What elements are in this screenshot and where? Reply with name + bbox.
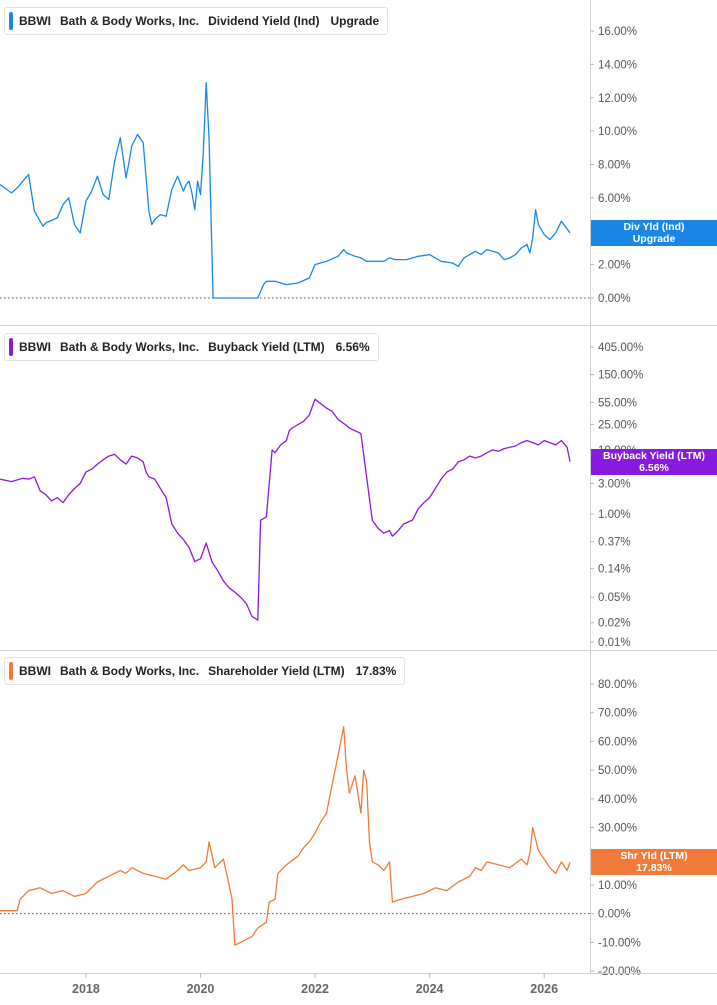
shareholder-yield-swatch: [9, 662, 13, 680]
x-tick-label: 2022: [301, 982, 329, 996]
y-tick-label: 0.05%: [598, 592, 631, 604]
x-tick-label: 2018: [72, 982, 100, 996]
legend-ticker: BBWI: [19, 664, 51, 678]
y-tick-label: 405.00%: [598, 342, 643, 354]
y-tick-label: 6.00%: [598, 193, 631, 205]
y-tick-label: 0.37%: [598, 537, 631, 549]
legend-value: 6.56%: [335, 340, 370, 354]
legend-company: Bath & Body Works, Inc.: [60, 14, 200, 28]
legend-value[interactable]: Upgrade: [330, 14, 380, 28]
x-tick-label: 2020: [187, 982, 215, 996]
y-tick-label: 3.00%: [598, 478, 631, 490]
y-tick-label: 2.00%: [598, 260, 631, 272]
series-line: [0, 398, 571, 621]
y-tick-label: 25.00%: [598, 419, 637, 431]
legend-metric: Shareholder Yield (LTM): [208, 664, 345, 678]
y-tick-label: 0.01%: [598, 637, 631, 649]
legend-value: 17.83%: [355, 664, 397, 678]
y-tick-label: 50.00%: [598, 765, 637, 777]
y-tick-label: 10.00%: [598, 126, 637, 138]
y-tick-label: 12.00%: [598, 93, 637, 105]
y-tick-label: 80.00%: [598, 679, 637, 691]
dividend-yield-value-tag: Div Yld (Ind) Upgrade: [591, 219, 717, 246]
y-tick-label: 30.00%: [598, 823, 637, 835]
dividend-yield-swatch: [9, 12, 13, 30]
legend-metric: Buyback Yield (LTM): [208, 340, 325, 354]
y-tick-label: 0.14%: [598, 564, 631, 576]
series-line: [0, 726, 571, 946]
y-tick-label: -10.00%: [598, 937, 641, 949]
tag-label: Buyback Yield (LTM): [603, 449, 705, 462]
y-tick-label: 10.00%: [598, 880, 637, 892]
y-tick-label: 0.00%: [598, 293, 631, 305]
y-tick-label: 1.00%: [598, 509, 631, 521]
y-tick-label: 55.00%: [598, 398, 637, 410]
y-tick-label: 150.00%: [598, 370, 643, 382]
x-tick-label: 2024: [416, 982, 444, 996]
buyback-yield-legend[interactable]: BBWI Bath & Body Works, Inc. Buyback Yie…: [4, 333, 379, 361]
tag-value: 6.56%: [639, 461, 669, 474]
legend-ticker: BBWI: [19, 14, 51, 28]
tag-value: 17.83%: [636, 862, 672, 875]
y-tick-label: 16.00%: [598, 26, 637, 38]
tag-value: Upgrade: [632, 232, 676, 245]
shareholder-yield-legend[interactable]: BBWI Bath & Body Works, Inc. Shareholder…: [4, 657, 406, 685]
y-tick-label: 14.00%: [598, 59, 637, 71]
legend-ticker: BBWI: [19, 340, 51, 354]
tag-label: Shr Yld (LTM): [620, 850, 688, 863]
y-tick-label: -20.00%: [598, 966, 641, 978]
x-tick-label: 2026: [530, 982, 558, 996]
y-tick-label: 0.02%: [598, 618, 631, 630]
shareholder-yield-value-tag: Shr Yld (LTM) 17.83%: [591, 849, 717, 876]
legend-company: Bath & Body Works, Inc.: [60, 340, 200, 354]
y-tick-label: 70.00%: [598, 708, 637, 720]
legend-company: Bath & Body Works, Inc.: [60, 664, 200, 678]
series-line: [0, 82, 571, 299]
y-tick-label: 40.00%: [598, 794, 637, 806]
dividend-yield-legend[interactable]: BBWI Bath & Body Works, Inc. Dividend Yi…: [4, 7, 389, 35]
y-tick-label: 60.00%: [598, 736, 637, 748]
legend-metric: Dividend Yield (Ind): [208, 14, 320, 28]
buyback-yield-swatch: [9, 338, 13, 356]
tag-label: Div Yld (Ind): [623, 220, 685, 233]
buyback-yield-value-tag: Buyback Yield (LTM) 6.56%: [591, 448, 717, 475]
y-tick-label: 0.00%: [598, 909, 631, 921]
y-tick-label: 8.00%: [598, 160, 631, 172]
